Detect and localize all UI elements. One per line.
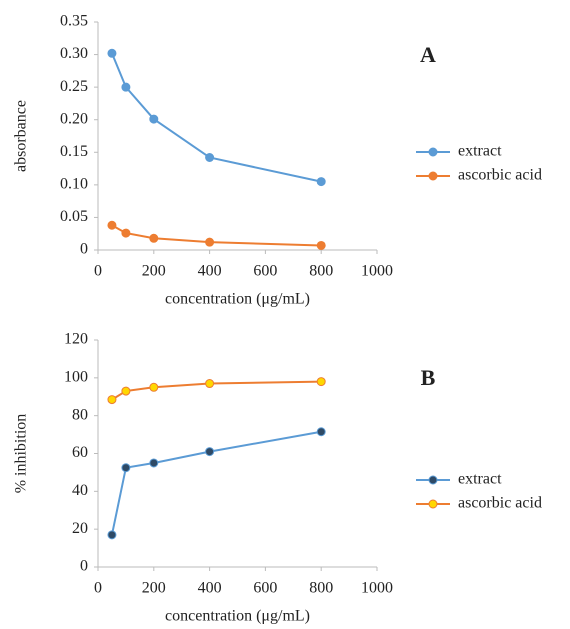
y-tick-label: 120 bbox=[64, 331, 88, 348]
x-tick-label: 200 bbox=[142, 263, 166, 280]
y-tick-label: 0.20 bbox=[60, 110, 88, 127]
legend-marker bbox=[428, 475, 438, 485]
data-point bbox=[121, 228, 131, 238]
x-tick-label: 800 bbox=[309, 580, 333, 597]
legend-label: extract bbox=[458, 143, 502, 160]
y-tick-label: 0.05 bbox=[60, 208, 88, 225]
data-point bbox=[107, 530, 117, 540]
x-tick-label: 1000 bbox=[361, 263, 393, 280]
data-point bbox=[205, 379, 215, 389]
data-point bbox=[149, 458, 159, 468]
legend-marker bbox=[428, 147, 438, 157]
y-tick-label: 20 bbox=[72, 520, 88, 537]
data-point bbox=[205, 237, 215, 247]
data-point bbox=[107, 395, 117, 405]
series-line bbox=[111, 224, 322, 247]
y-tick-label: 0.15 bbox=[60, 143, 88, 160]
y-tick-label: 60 bbox=[72, 444, 88, 461]
data-point bbox=[316, 377, 326, 387]
y-tick-label: 0 bbox=[80, 558, 88, 575]
legend-marker bbox=[428, 499, 438, 509]
y-axis-label: % inhibition bbox=[13, 414, 30, 494]
y-tick-label: 40 bbox=[72, 482, 88, 499]
x-axis-label: concentration (μg/mL) bbox=[165, 608, 310, 625]
data-point bbox=[149, 382, 159, 392]
y-tick-label: 0 bbox=[80, 241, 88, 258]
y-tick-label: 0.35 bbox=[60, 13, 88, 30]
legend-label: ascorbic acid bbox=[458, 495, 542, 512]
series-line bbox=[110, 430, 322, 536]
data-point bbox=[107, 220, 117, 230]
data-point bbox=[149, 233, 159, 243]
y-tick-label: 0.30 bbox=[60, 45, 88, 62]
y-tick-label: 80 bbox=[72, 406, 88, 423]
series-line bbox=[111, 380, 322, 401]
series-line bbox=[111, 52, 322, 183]
y-tick-label: 0.10 bbox=[60, 176, 88, 193]
y-tick-label: 0.25 bbox=[60, 78, 88, 95]
legend-label: ascorbic acid bbox=[458, 167, 542, 184]
x-tick-label: 0 bbox=[94, 580, 102, 597]
data-point bbox=[316, 177, 326, 187]
x-tick-label: 0 bbox=[94, 263, 102, 280]
x-tick-label: 400 bbox=[198, 580, 222, 597]
legend-marker bbox=[428, 171, 438, 181]
x-tick-label: 800 bbox=[309, 263, 333, 280]
x-axis-label: concentration (μg/mL) bbox=[165, 291, 310, 308]
legend-label: extract bbox=[458, 471, 502, 488]
x-tick-label: 200 bbox=[142, 580, 166, 597]
y-tick-label: 100 bbox=[64, 369, 88, 386]
x-tick-label: 600 bbox=[253, 580, 277, 597]
data-point bbox=[107, 48, 117, 58]
data-point bbox=[149, 114, 159, 124]
x-tick-label: 600 bbox=[253, 263, 277, 280]
x-tick-label: 1000 bbox=[361, 580, 393, 597]
data-point bbox=[316, 240, 326, 250]
y-axis-label: absorbance bbox=[13, 100, 30, 172]
data-point bbox=[121, 463, 131, 473]
data-point bbox=[121, 386, 131, 396]
data-point bbox=[316, 427, 326, 437]
data-point bbox=[205, 152, 215, 162]
annotation: B bbox=[421, 365, 436, 390]
data-point bbox=[121, 82, 131, 92]
data-point bbox=[205, 447, 215, 457]
x-tick-label: 400 bbox=[198, 263, 222, 280]
annotation: A bbox=[420, 42, 436, 67]
